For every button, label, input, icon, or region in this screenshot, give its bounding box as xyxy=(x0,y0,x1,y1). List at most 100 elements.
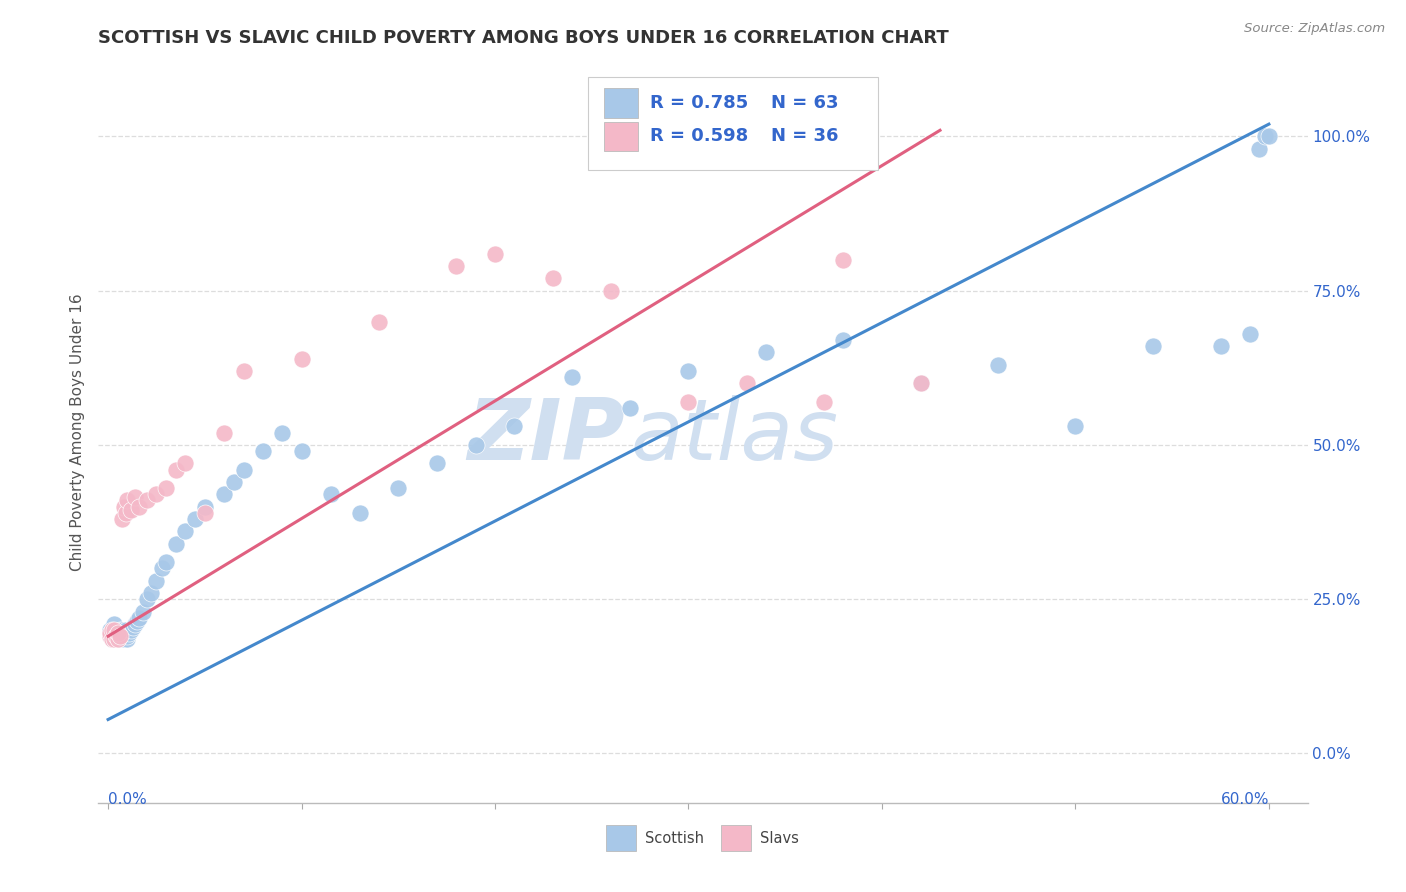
Point xyxy=(112,632,135,647)
Point xyxy=(1257,129,1279,144)
Point xyxy=(145,487,167,501)
Point xyxy=(174,457,197,471)
Point xyxy=(107,629,129,643)
Point xyxy=(101,632,124,647)
Point xyxy=(755,345,778,359)
Point xyxy=(165,462,187,476)
Point xyxy=(150,561,173,575)
Point xyxy=(104,632,127,647)
Point xyxy=(910,376,932,391)
Point xyxy=(252,444,274,458)
Text: Source: ZipAtlas.com: Source: ZipAtlas.com xyxy=(1244,22,1385,36)
Point xyxy=(98,629,121,643)
Point xyxy=(832,252,855,267)
Text: 0.0%: 0.0% xyxy=(108,792,146,807)
Point xyxy=(212,487,235,501)
Point xyxy=(107,632,129,647)
Point xyxy=(910,376,932,391)
Point xyxy=(114,506,136,520)
Point xyxy=(103,616,125,631)
Point xyxy=(813,394,835,409)
Point xyxy=(271,425,294,440)
FancyBboxPatch shape xyxy=(603,88,638,118)
Point xyxy=(1142,339,1164,353)
Point xyxy=(104,626,127,640)
FancyBboxPatch shape xyxy=(721,825,751,851)
Point xyxy=(117,493,139,508)
Point xyxy=(118,626,141,640)
Point xyxy=(120,502,142,516)
Point xyxy=(103,623,125,637)
Point xyxy=(117,632,139,647)
Point xyxy=(987,358,1010,372)
Point xyxy=(103,632,125,647)
Point xyxy=(619,401,641,415)
Text: 60.0%: 60.0% xyxy=(1220,792,1268,807)
FancyBboxPatch shape xyxy=(588,78,879,169)
Point xyxy=(387,481,409,495)
Point xyxy=(503,419,526,434)
Point xyxy=(135,493,157,508)
Text: N = 63: N = 63 xyxy=(770,95,838,112)
Point xyxy=(98,626,121,640)
Point xyxy=(107,626,129,640)
Point xyxy=(1209,339,1232,353)
Point xyxy=(222,475,245,489)
Point xyxy=(101,626,124,640)
Point xyxy=(114,623,136,637)
Text: N = 36: N = 36 xyxy=(770,128,838,145)
Point xyxy=(155,481,177,495)
Text: SCOTTISH VS SLAVIC CHILD POVERTY AMONG BOYS UNDER 16 CORRELATION CHART: SCOTTISH VS SLAVIC CHILD POVERTY AMONG B… xyxy=(98,29,949,47)
Point xyxy=(132,605,155,619)
Point xyxy=(832,333,855,347)
Point xyxy=(319,487,342,501)
Text: atlas: atlas xyxy=(630,395,838,478)
Point xyxy=(98,629,121,643)
Text: Scottish: Scottish xyxy=(645,830,704,846)
Point xyxy=(426,457,449,471)
Point xyxy=(290,444,312,458)
Text: ZIP: ZIP xyxy=(467,395,624,478)
Point xyxy=(127,614,149,628)
Point xyxy=(111,629,134,643)
Point xyxy=(112,626,135,640)
Point xyxy=(464,438,486,452)
Point xyxy=(1249,142,1271,156)
Point xyxy=(122,620,145,634)
Point xyxy=(135,592,157,607)
Point xyxy=(145,574,167,588)
Point xyxy=(1064,419,1087,434)
Point xyxy=(120,623,142,637)
Point xyxy=(155,555,177,569)
Point xyxy=(541,271,564,285)
Point xyxy=(98,626,121,640)
Point xyxy=(349,506,371,520)
FancyBboxPatch shape xyxy=(603,121,638,152)
Point xyxy=(600,284,623,298)
Point xyxy=(108,632,131,647)
Point xyxy=(165,536,187,550)
Point xyxy=(101,632,124,647)
Point xyxy=(103,629,125,643)
Point xyxy=(232,462,254,476)
Point xyxy=(368,315,391,329)
Text: R = 0.785: R = 0.785 xyxy=(650,95,748,112)
Point xyxy=(101,623,124,637)
Point xyxy=(735,376,758,391)
Point xyxy=(290,351,312,366)
Point xyxy=(446,259,468,273)
Point xyxy=(174,524,197,539)
Point xyxy=(108,623,131,637)
Point xyxy=(194,500,217,514)
Point xyxy=(232,364,254,378)
Point xyxy=(117,629,139,643)
Point xyxy=(128,500,150,514)
Y-axis label: Child Poverty Among Boys Under 16: Child Poverty Among Boys Under 16 xyxy=(69,293,84,572)
Point xyxy=(107,626,129,640)
Point xyxy=(212,425,235,440)
Point xyxy=(194,506,217,520)
Point xyxy=(98,623,121,637)
Text: Slavs: Slavs xyxy=(759,830,799,846)
Point xyxy=(108,629,131,643)
Point xyxy=(128,611,150,625)
